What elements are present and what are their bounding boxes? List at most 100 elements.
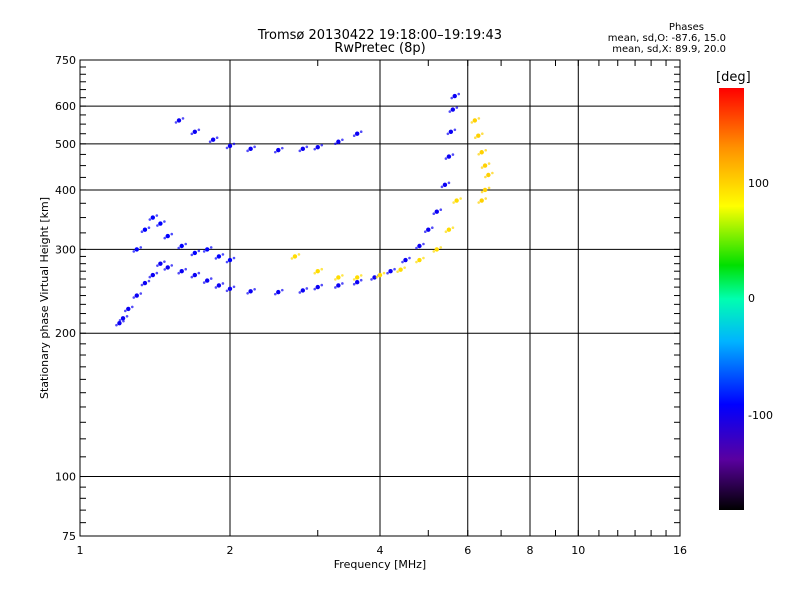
data-point xyxy=(372,275,377,280)
data-point xyxy=(440,185,444,189)
x-tick-label: 2 xyxy=(227,544,234,557)
data-point xyxy=(313,287,317,291)
x-tick-label: 8 xyxy=(527,544,534,557)
data-point xyxy=(476,133,481,138)
phase-stats-x: mean, sd,X: 89.9, 20.0 xyxy=(612,44,726,55)
colorbar-tick-100: 100 xyxy=(748,177,769,190)
data-point xyxy=(276,289,281,295)
data-point xyxy=(232,256,236,260)
data-point xyxy=(444,157,448,160)
data-point xyxy=(216,254,222,259)
data-point xyxy=(422,256,425,260)
data-point xyxy=(452,201,455,204)
data-point xyxy=(214,286,218,289)
data-point xyxy=(482,187,488,193)
data-point xyxy=(253,145,256,149)
data-point xyxy=(170,232,174,236)
data-point xyxy=(140,283,144,287)
data-point xyxy=(174,121,178,124)
data-point xyxy=(393,267,396,271)
data-point xyxy=(170,264,174,267)
data-point xyxy=(336,283,341,288)
data-point xyxy=(315,284,320,290)
data-point xyxy=(480,166,484,169)
data-point xyxy=(142,280,148,286)
data-point xyxy=(126,306,131,312)
data-point xyxy=(190,132,194,136)
data-point xyxy=(130,305,134,309)
data-point xyxy=(280,146,284,150)
data-point xyxy=(354,280,360,285)
data-point xyxy=(165,265,170,270)
data-point xyxy=(156,224,159,227)
data-point xyxy=(139,292,143,295)
data-point xyxy=(227,286,233,291)
y-tick-label: 300 xyxy=(55,243,76,256)
data-point xyxy=(336,275,341,280)
data-point xyxy=(158,221,163,226)
data-point xyxy=(216,283,222,288)
data-point xyxy=(375,275,379,279)
data-point xyxy=(388,269,393,274)
data-point xyxy=(158,261,163,266)
x-tick-label: 6 xyxy=(464,544,471,557)
colorbar-tick-0: 0 xyxy=(748,292,755,305)
chart-title: Tromsø 20130422 19:18:00–19:19:43 xyxy=(257,28,503,43)
data-point xyxy=(481,132,484,136)
data-point xyxy=(352,282,356,286)
data-point xyxy=(320,267,324,271)
data-point xyxy=(273,150,277,154)
data-point xyxy=(430,226,434,230)
data-point xyxy=(117,320,122,326)
data-point xyxy=(439,208,443,212)
phase-header: Phases xyxy=(668,22,704,33)
data-point xyxy=(190,253,194,257)
data-point xyxy=(455,106,459,109)
data-point xyxy=(477,201,481,204)
data-point xyxy=(477,117,481,120)
y-tick-label: 600 xyxy=(55,100,76,113)
data-point xyxy=(148,218,152,221)
data-point xyxy=(480,190,484,194)
data-point xyxy=(447,181,451,185)
data-point xyxy=(132,296,136,299)
data-point xyxy=(232,285,236,289)
data-point xyxy=(382,271,386,275)
data-point xyxy=(248,146,253,152)
data-points xyxy=(115,92,494,327)
data-point xyxy=(253,287,256,291)
data-point xyxy=(134,247,139,252)
data-point xyxy=(474,136,477,140)
data-point xyxy=(459,197,462,200)
data-point xyxy=(276,147,281,153)
data-point xyxy=(273,292,277,296)
chart-subtitle: RwPretec (8p) xyxy=(334,41,426,56)
data-point xyxy=(225,289,229,293)
data-point xyxy=(132,250,136,253)
data-point xyxy=(426,227,431,232)
y-tick-label: 75 xyxy=(62,530,76,543)
colorbar-label: [deg] xyxy=(716,70,751,85)
data-point xyxy=(210,137,216,142)
data-point xyxy=(442,182,448,188)
data-point xyxy=(140,230,144,234)
data-point xyxy=(300,146,306,152)
data-point xyxy=(451,226,455,230)
data-point xyxy=(190,275,194,279)
data-point xyxy=(320,143,324,147)
data-point xyxy=(280,288,284,292)
data-point xyxy=(118,318,122,322)
data-point xyxy=(202,250,206,253)
data-point xyxy=(305,287,309,290)
data-point xyxy=(155,214,159,217)
x-tick-label: 1 xyxy=(77,544,84,557)
data-point xyxy=(352,278,356,281)
data-point xyxy=(209,246,213,249)
x-axis-label: Frequency [MHz] xyxy=(334,558,426,571)
data-point xyxy=(484,197,488,200)
data-point xyxy=(359,278,363,282)
data-point xyxy=(417,257,422,263)
data-point xyxy=(403,257,408,263)
data-point xyxy=(163,260,166,263)
